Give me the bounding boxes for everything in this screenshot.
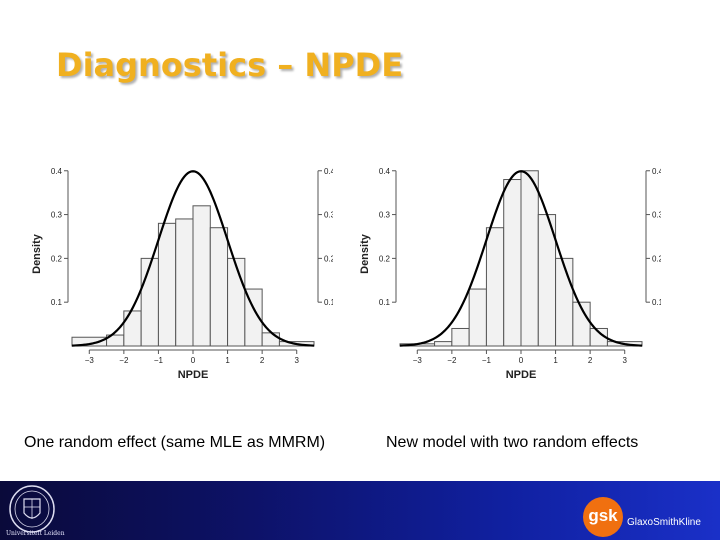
x-tick-label: −2: [447, 356, 457, 365]
page-title: Diagnostics – NPDE: [56, 46, 404, 84]
histogram-bar: [468, 288, 487, 347]
university-seal-icon: [9, 485, 55, 533]
x-tick-label: 1: [553, 356, 558, 365]
x-tick-label: 0: [191, 356, 196, 365]
histogram-bar: [451, 327, 470, 347]
normal-density-curve: [399, 170, 643, 347]
histogram-bar: [503, 179, 522, 347]
histogram-bar: [520, 170, 539, 347]
x-tick-label: 0: [519, 356, 524, 365]
y-tick-label-left: 0.4: [379, 167, 391, 176]
histogram-bar: [157, 222, 177, 347]
histogram-bar: [227, 257, 246, 347]
histogram-bar: [175, 218, 194, 347]
y-tick-label-left: 0.2: [379, 254, 391, 263]
gsk-logo: gsk: [583, 497, 623, 537]
caption-one-random-effect: One random effect (same MLE as MMRM): [24, 434, 326, 451]
y-tick-label-left: 0.4: [51, 167, 63, 176]
y-tick-label-right: 0.3: [652, 211, 661, 220]
histogram-left-svg: 0.1 0.1 0.2 0.2 0.3 0.3 0.4 0.4 −3 −2 −1 0 1 2 3 NPDE De…: [31, 167, 333, 381]
y-tick-label-right: 0.4: [324, 167, 333, 176]
y-tick-label-left: 0.1: [51, 298, 63, 307]
y-tick-label-right: 0.1: [324, 298, 333, 307]
x-tick-label: −3: [413, 356, 423, 365]
y-tick-label-right: 0.2: [324, 254, 333, 263]
histogram-bar: [261, 332, 280, 347]
y-tick-label-right: 0.1: [652, 298, 661, 307]
y-axis-label: Density: [31, 233, 43, 274]
histogram-bar: [244, 288, 263, 347]
x-axis-label: NPDE: [506, 369, 537, 381]
x-tick-label: 1: [225, 356, 230, 365]
histogram-bar: [555, 257, 574, 347]
gsk-company-name: GlaxoSmithKline: [627, 517, 701, 528]
y-tick-label-right: 0.3: [324, 211, 333, 220]
university-name: Universiteit Leiden: [6, 530, 65, 537]
npde-histogram-two-random-effects: 0.1 0.1 0.2 0.2 0.3 0.3 0.4 0.4 −3 −2 −1 0 1 2 3 NPDE De…: [356, 160, 661, 382]
histogram-bar: [485, 227, 505, 347]
x-tick-label: 3: [622, 356, 627, 365]
histogram-bar: [434, 341, 453, 347]
x-tick-label: −1: [154, 356, 164, 365]
y-tick-label-left: 0.3: [51, 211, 63, 220]
npde-histogram-one-random-effect: 0.1 0.1 0.2 0.2 0.3 0.3 0.4 0.4 −3 −2 −1 0 1 2 3 NPDE De…: [28, 160, 333, 382]
caption-two-random-effects: New model with two random effects: [386, 434, 639, 451]
histogram-right-svg: 0.1 0.1 0.2 0.2 0.3 0.3 0.4 0.4 −3 −2 −1 0 1 2 3 NPDE De…: [359, 167, 661, 381]
x-tick-label: −3: [85, 356, 95, 365]
x-tick-label: −2: [119, 356, 129, 365]
y-tick-label-right: 0.4: [652, 167, 661, 176]
x-axis-label: NPDE: [178, 369, 209, 381]
histogram-bar: [209, 227, 229, 347]
y-axis-label: Density: [359, 233, 371, 274]
x-tick-label: −1: [482, 356, 492, 365]
y-tick-label-left: 0.3: [379, 211, 391, 220]
histogram-bar: [192, 205, 211, 347]
x-tick-label: 2: [588, 356, 593, 365]
x-tick-label: 3: [294, 356, 299, 365]
footer-bar: Universiteit Leiden gsk GlaxoSmithKline: [0, 481, 720, 540]
histogram-bar: [140, 257, 159, 347]
x-tick-label: 2: [260, 356, 265, 365]
y-tick-label-left: 0.2: [51, 254, 63, 263]
normal-density-curve: [71, 170, 315, 347]
y-tick-label-left: 0.1: [379, 298, 391, 307]
histogram-bar: [123, 310, 142, 347]
y-tick-label-right: 0.2: [652, 254, 661, 263]
